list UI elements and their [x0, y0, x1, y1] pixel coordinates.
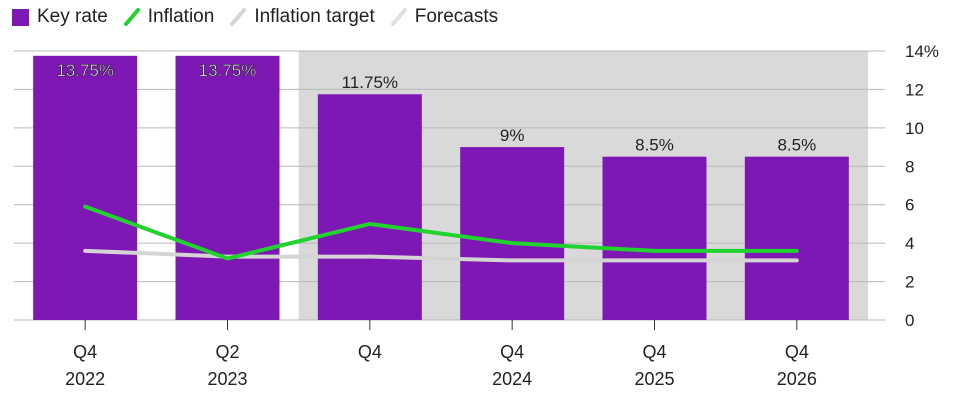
inflation-target-swatch — [230, 8, 247, 26]
y-tick-label: 2 — [905, 273, 914, 292]
legend-item-inflation-target: Inflation target — [230, 6, 375, 28]
y-tick-label: 8 — [905, 157, 914, 176]
y-tick-label: 4 — [905, 234, 914, 253]
y-tick-label: 6 — [905, 196, 914, 215]
bar-value-label: 13.75% — [199, 61, 257, 80]
x-tick-label: Q4 — [73, 342, 97, 362]
x-tick-label: Q4 — [358, 342, 382, 362]
key-rate-bar — [175, 55, 280, 321]
key-rate-bar — [744, 156, 849, 320]
inflation-line — [83, 204, 799, 261]
key-rate-bar — [317, 94, 422, 320]
key-rate-bar — [460, 147, 565, 320]
key-rate-swatch — [12, 8, 29, 26]
x-tick-label: Q4 — [500, 342, 524, 362]
forecasts-swatch — [390, 8, 407, 26]
legend-item-key-rate: Key rate — [12, 6, 108, 28]
chart-legend: Key rate Inflation Inflation target Fore… — [12, 6, 514, 28]
key-rate-bar — [33, 55, 138, 321]
y-tick-label: 14% — [905, 42, 939, 61]
y-tick-label: 10 — [905, 119, 924, 138]
legend-label-inflation-target: Inflation target — [254, 6, 375, 27]
x-tick-year-label: 2023 — [207, 369, 247, 389]
legend-label-key-rate: Key rate — [37, 6, 108, 27]
x-tick-label: Q2 — [215, 342, 239, 362]
bar-value-label: 9% — [500, 126, 525, 145]
y-tick-label: 0 — [905, 311, 914, 330]
legend-item-forecasts: Forecasts — [390, 6, 499, 28]
x-tick-year-label: 2025 — [634, 369, 674, 389]
inflation-swatch — [123, 8, 140, 26]
bar-value-label: 13.75% — [56, 61, 114, 80]
x-tick-label: Q4 — [785, 342, 809, 362]
x-tick-year-label: 2022 — [65, 369, 105, 389]
x-tick-year-label: 2024 — [492, 369, 532, 389]
x-tick-label: Q4 — [642, 342, 666, 362]
legend-label-forecasts: Forecasts — [414, 6, 499, 27]
key-rate-bar — [602, 156, 707, 320]
bar-value-label: 11.75% — [342, 73, 398, 92]
x-tick-year-label: 2026 — [777, 369, 817, 389]
inflation-target-line — [83, 248, 799, 263]
legend-item-inflation: Inflation — [123, 6, 215, 28]
bar-value-label: 8.5% — [777, 136, 816, 155]
y-tick-label: 12 — [905, 80, 924, 99]
legend-label-inflation: Inflation — [147, 6, 215, 27]
bar-value-label: 8.5% — [635, 136, 674, 155]
